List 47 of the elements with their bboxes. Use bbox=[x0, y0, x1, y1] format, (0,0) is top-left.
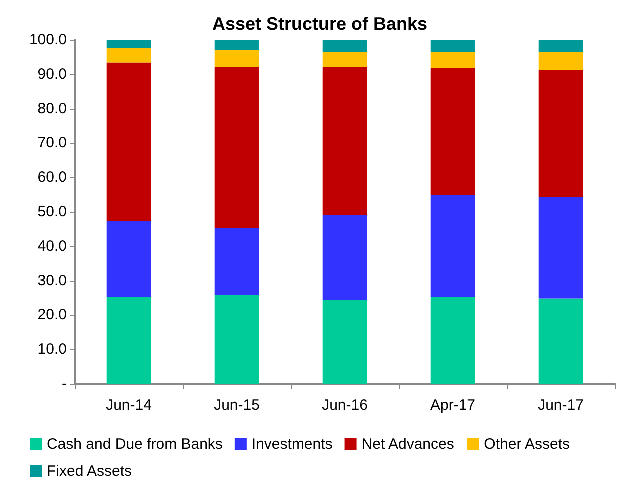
bar bbox=[106, 48, 152, 63]
y-tick-label: 70.0 bbox=[38, 134, 67, 152]
y-tick-label: 20.0 bbox=[38, 306, 67, 324]
y-tick-label: 60.0 bbox=[38, 169, 67, 186]
x-tick-label: Jun-16 bbox=[322, 397, 368, 414]
legend-label: Other Assets bbox=[484, 436, 570, 453]
chart-title: Asset Structure of Banks bbox=[212, 14, 428, 34]
bar bbox=[322, 67, 368, 216]
legend-label: Fixed Assets bbox=[47, 463, 132, 480]
y-tick-label: 100.0 bbox=[29, 32, 67, 48]
bar bbox=[430, 195, 476, 298]
bar bbox=[322, 52, 368, 68]
bar bbox=[106, 62, 152, 221]
bar bbox=[322, 300, 368, 384]
bar bbox=[106, 220, 152, 298]
bar bbox=[430, 297, 476, 384]
legend-label: Net Advances bbox=[362, 436, 454, 453]
bar bbox=[430, 68, 476, 196]
bar bbox=[214, 50, 260, 68]
bar bbox=[214, 228, 260, 296]
x-tick-label: Jun-14 bbox=[106, 397, 152, 414]
legend-label: Cash and Due from Banks bbox=[47, 436, 223, 453]
bar bbox=[214, 40, 260, 50]
bar bbox=[214, 295, 260, 384]
y-tick-label: 80.0 bbox=[38, 100, 67, 118]
bar bbox=[322, 40, 368, 52]
x-tick-label: Jun-17 bbox=[538, 397, 584, 414]
bar bbox=[538, 40, 584, 52]
bar bbox=[538, 298, 584, 384]
bar bbox=[106, 40, 152, 48]
bar bbox=[538, 197, 584, 299]
legend-label: Investments bbox=[252, 436, 333, 453]
bar bbox=[538, 70, 584, 198]
bar bbox=[214, 67, 260, 228]
y-tick-label: 40.0 bbox=[38, 238, 67, 255]
bar bbox=[538, 52, 584, 70]
bar bbox=[430, 52, 476, 69]
y-tick-label: 10.0 bbox=[38, 341, 67, 358]
y-tick-label: 90.0 bbox=[38, 66, 67, 83]
x-tick-label: Apr-17 bbox=[430, 397, 476, 414]
y-tick-label: 50.0 bbox=[38, 204, 67, 220]
bar bbox=[430, 40, 476, 52]
bar bbox=[322, 215, 368, 300]
y-tick-label: - bbox=[62, 376, 67, 392]
bar bbox=[106, 297, 152, 384]
x-tick-label: Jun-15 bbox=[214, 397, 260, 414]
y-tick-label: 30.0 bbox=[38, 272, 67, 290]
